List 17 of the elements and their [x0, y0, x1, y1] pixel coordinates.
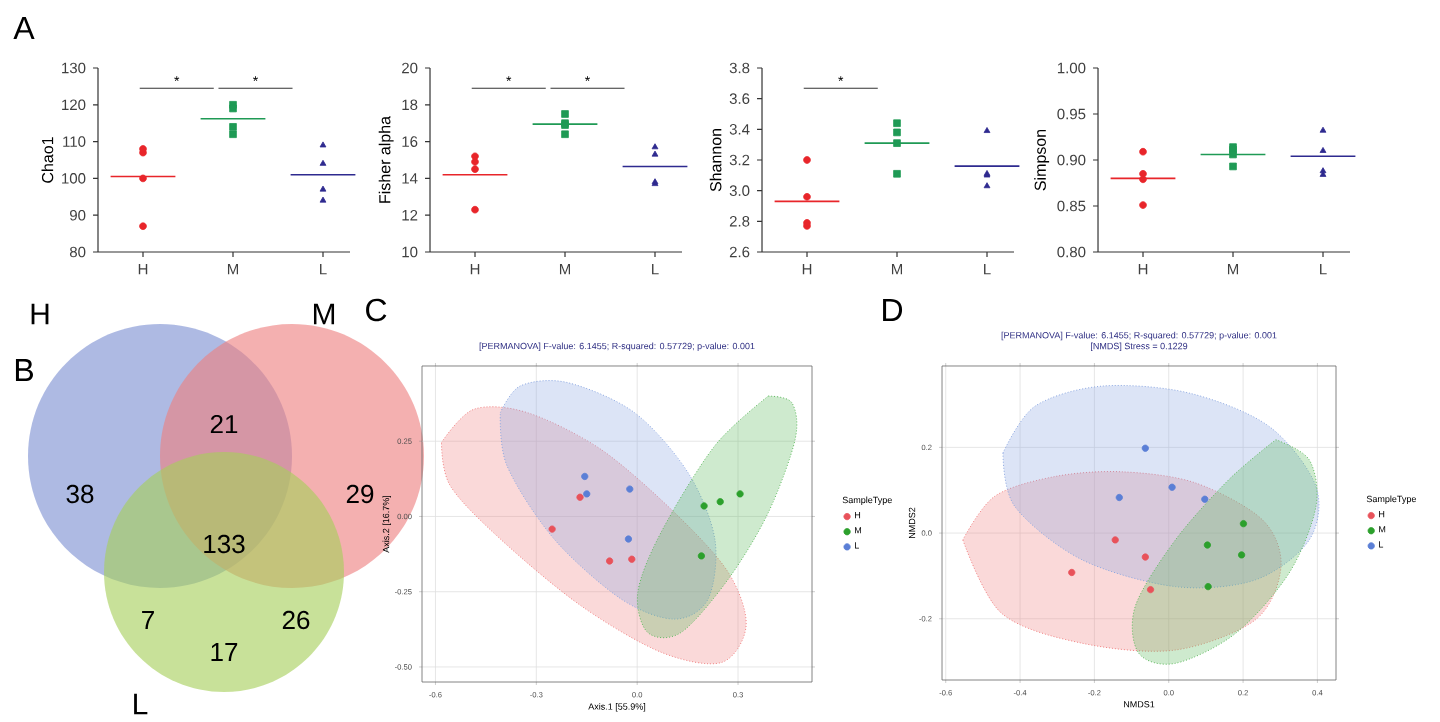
y-axis-title: Shannon: [709, 129, 722, 192]
category-label: H: [31, 303, 49, 325]
text: C: [366, 298, 387, 322]
text: 17: [211, 643, 238, 661]
y-axis-title: Simpson: [1034, 129, 1050, 191]
category-label: M: [313, 303, 335, 325]
text: D: [883, 298, 903, 321]
text: B: [15, 358, 33, 381]
y-axis-title: Fisher alpha: [378, 115, 394, 203]
text: A: [13, 16, 35, 39]
text: 7: [142, 611, 154, 629]
y-axis-title: Chao1: [41, 137, 54, 183]
text: 38: [66, 484, 94, 504]
text: 133: [204, 534, 245, 554]
text: 29: [346, 484, 374, 504]
text: 26: [282, 610, 310, 630]
text: 21: [210, 414, 238, 434]
